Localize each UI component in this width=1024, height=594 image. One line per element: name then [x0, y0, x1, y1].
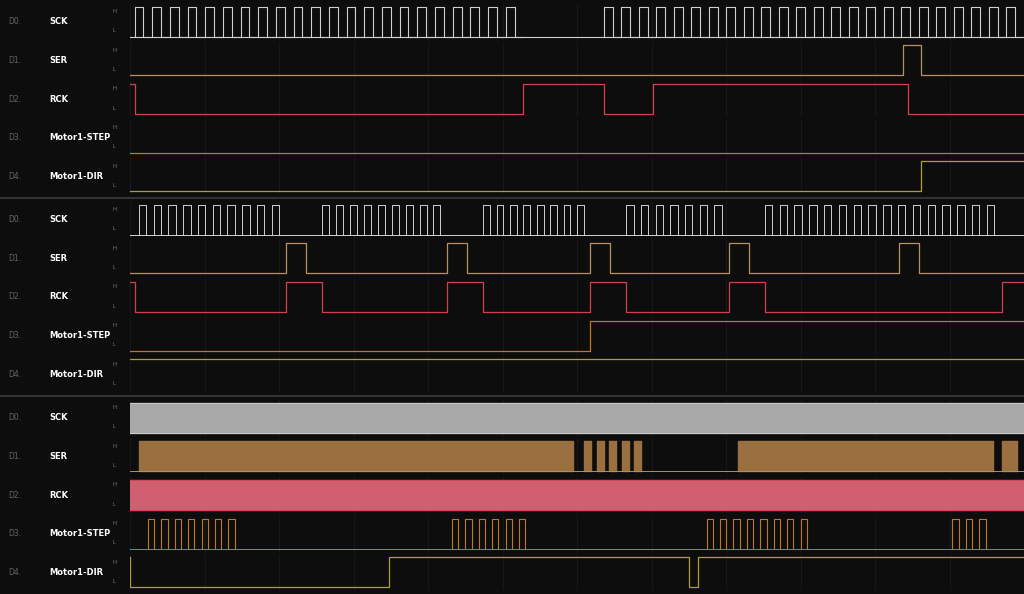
Text: L: L [113, 265, 116, 270]
Text: H: H [113, 207, 117, 212]
Text: L: L [113, 424, 116, 429]
Text: H: H [113, 405, 117, 410]
Text: L: L [113, 501, 116, 507]
Text: D4.: D4. [8, 370, 20, 379]
Text: H: H [113, 482, 117, 487]
Text: L: L [113, 463, 116, 468]
Text: H: H [113, 86, 117, 91]
Text: L: L [113, 381, 116, 386]
Text: D3.: D3. [8, 133, 20, 142]
Text: D0.: D0. [8, 215, 20, 224]
Text: D3.: D3. [8, 529, 20, 538]
Text: D0.: D0. [8, 413, 20, 422]
Text: L: L [113, 144, 116, 149]
Text: D1.: D1. [8, 452, 20, 461]
Text: H: H [113, 560, 117, 565]
Text: H: H [113, 323, 117, 328]
Text: D0.: D0. [8, 17, 20, 26]
Text: D2.: D2. [8, 491, 20, 500]
Text: RCK: RCK [49, 94, 69, 103]
Text: SCK: SCK [49, 17, 68, 26]
Text: H: H [113, 9, 117, 14]
Text: H: H [113, 285, 117, 289]
Text: L: L [113, 304, 116, 309]
Text: SER: SER [49, 452, 68, 461]
Text: D2.: D2. [8, 292, 20, 302]
Text: L: L [113, 106, 116, 110]
Text: H: H [113, 48, 117, 53]
Text: H: H [113, 125, 117, 130]
Text: L: L [113, 579, 116, 584]
Text: Motor1-DIR: Motor1-DIR [49, 172, 103, 181]
Text: Motor1-STEP: Motor1-STEP [49, 529, 111, 538]
Text: SCK: SCK [49, 413, 68, 422]
Text: H: H [113, 163, 117, 169]
Text: Motor1-STEP: Motor1-STEP [49, 331, 111, 340]
Text: Motor1-DIR: Motor1-DIR [49, 370, 103, 379]
Text: Motor1-DIR: Motor1-DIR [49, 568, 103, 577]
Text: SCK: SCK [49, 215, 68, 224]
Text: L: L [113, 342, 116, 347]
Text: D2.: D2. [8, 94, 20, 103]
Text: D1.: D1. [8, 56, 20, 65]
Text: Motor1-STEP: Motor1-STEP [49, 133, 111, 142]
Text: L: L [113, 183, 116, 188]
Text: SER: SER [49, 56, 68, 65]
Text: SER: SER [49, 254, 68, 263]
Text: RCK: RCK [49, 292, 69, 302]
Text: L: L [113, 226, 116, 231]
Text: L: L [113, 67, 116, 72]
Text: D1.: D1. [8, 254, 20, 263]
Text: L: L [113, 29, 116, 33]
Text: H: H [113, 444, 117, 448]
Text: D4.: D4. [8, 568, 20, 577]
Text: H: H [113, 246, 117, 251]
Text: H: H [113, 521, 117, 526]
Text: H: H [113, 362, 117, 366]
Text: L: L [113, 541, 116, 545]
Text: D3.: D3. [8, 331, 20, 340]
Text: RCK: RCK [49, 491, 69, 500]
Text: D4.: D4. [8, 172, 20, 181]
